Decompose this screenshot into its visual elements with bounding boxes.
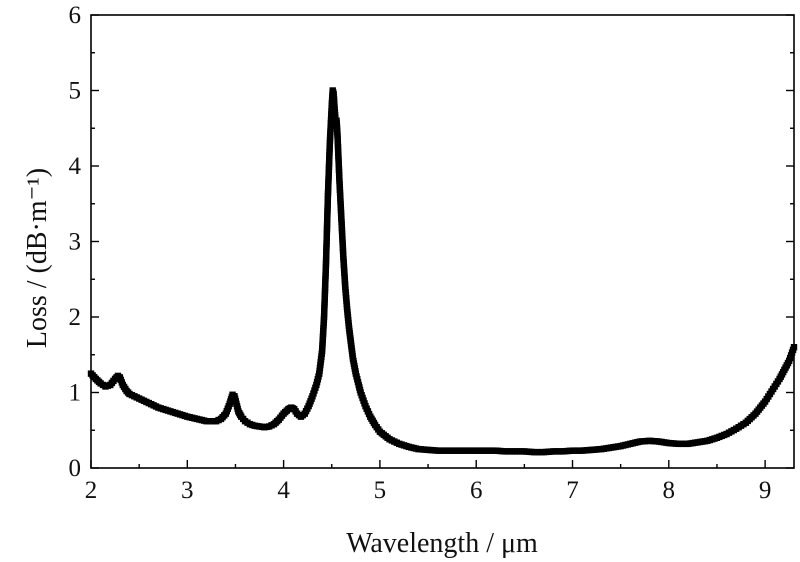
y-axis-title: Loss / (dB·m⁻¹) — [22, 168, 53, 348]
y-tick-label: 1 — [69, 380, 82, 407]
y-tick-label: 3 — [69, 229, 82, 256]
x-tick-label: 9 — [759, 477, 772, 504]
y-tick-label: 2 — [69, 304, 82, 331]
y-tick-label: 4 — [69, 153, 82, 180]
x-tick-label: 3 — [181, 477, 194, 504]
x-tick-label: 5 — [374, 477, 387, 504]
y-tick-label: 6 — [69, 2, 82, 29]
x-tick-label: 6 — [470, 477, 483, 504]
data-marker-group — [87, 87, 798, 456]
x-tick-label: 4 — [277, 477, 290, 504]
tick-label-group: 2 3 4 5 6 7 8 9 0 1 2 3 4 5 6 — [69, 2, 772, 504]
tick-group — [90, 14, 794, 469]
plot-frame — [90, 14, 795, 469]
y-tick-label: 0 — [69, 455, 82, 482]
y-tick-label: 5 — [69, 78, 82, 105]
x-axis-title: Wavelength / μm — [346, 528, 538, 559]
x-tick-label: 7 — [566, 477, 579, 504]
data-point — [790, 344, 798, 351]
x-tick-label: 8 — [663, 477, 676, 504]
x-tick-label: 2 — [85, 477, 98, 504]
